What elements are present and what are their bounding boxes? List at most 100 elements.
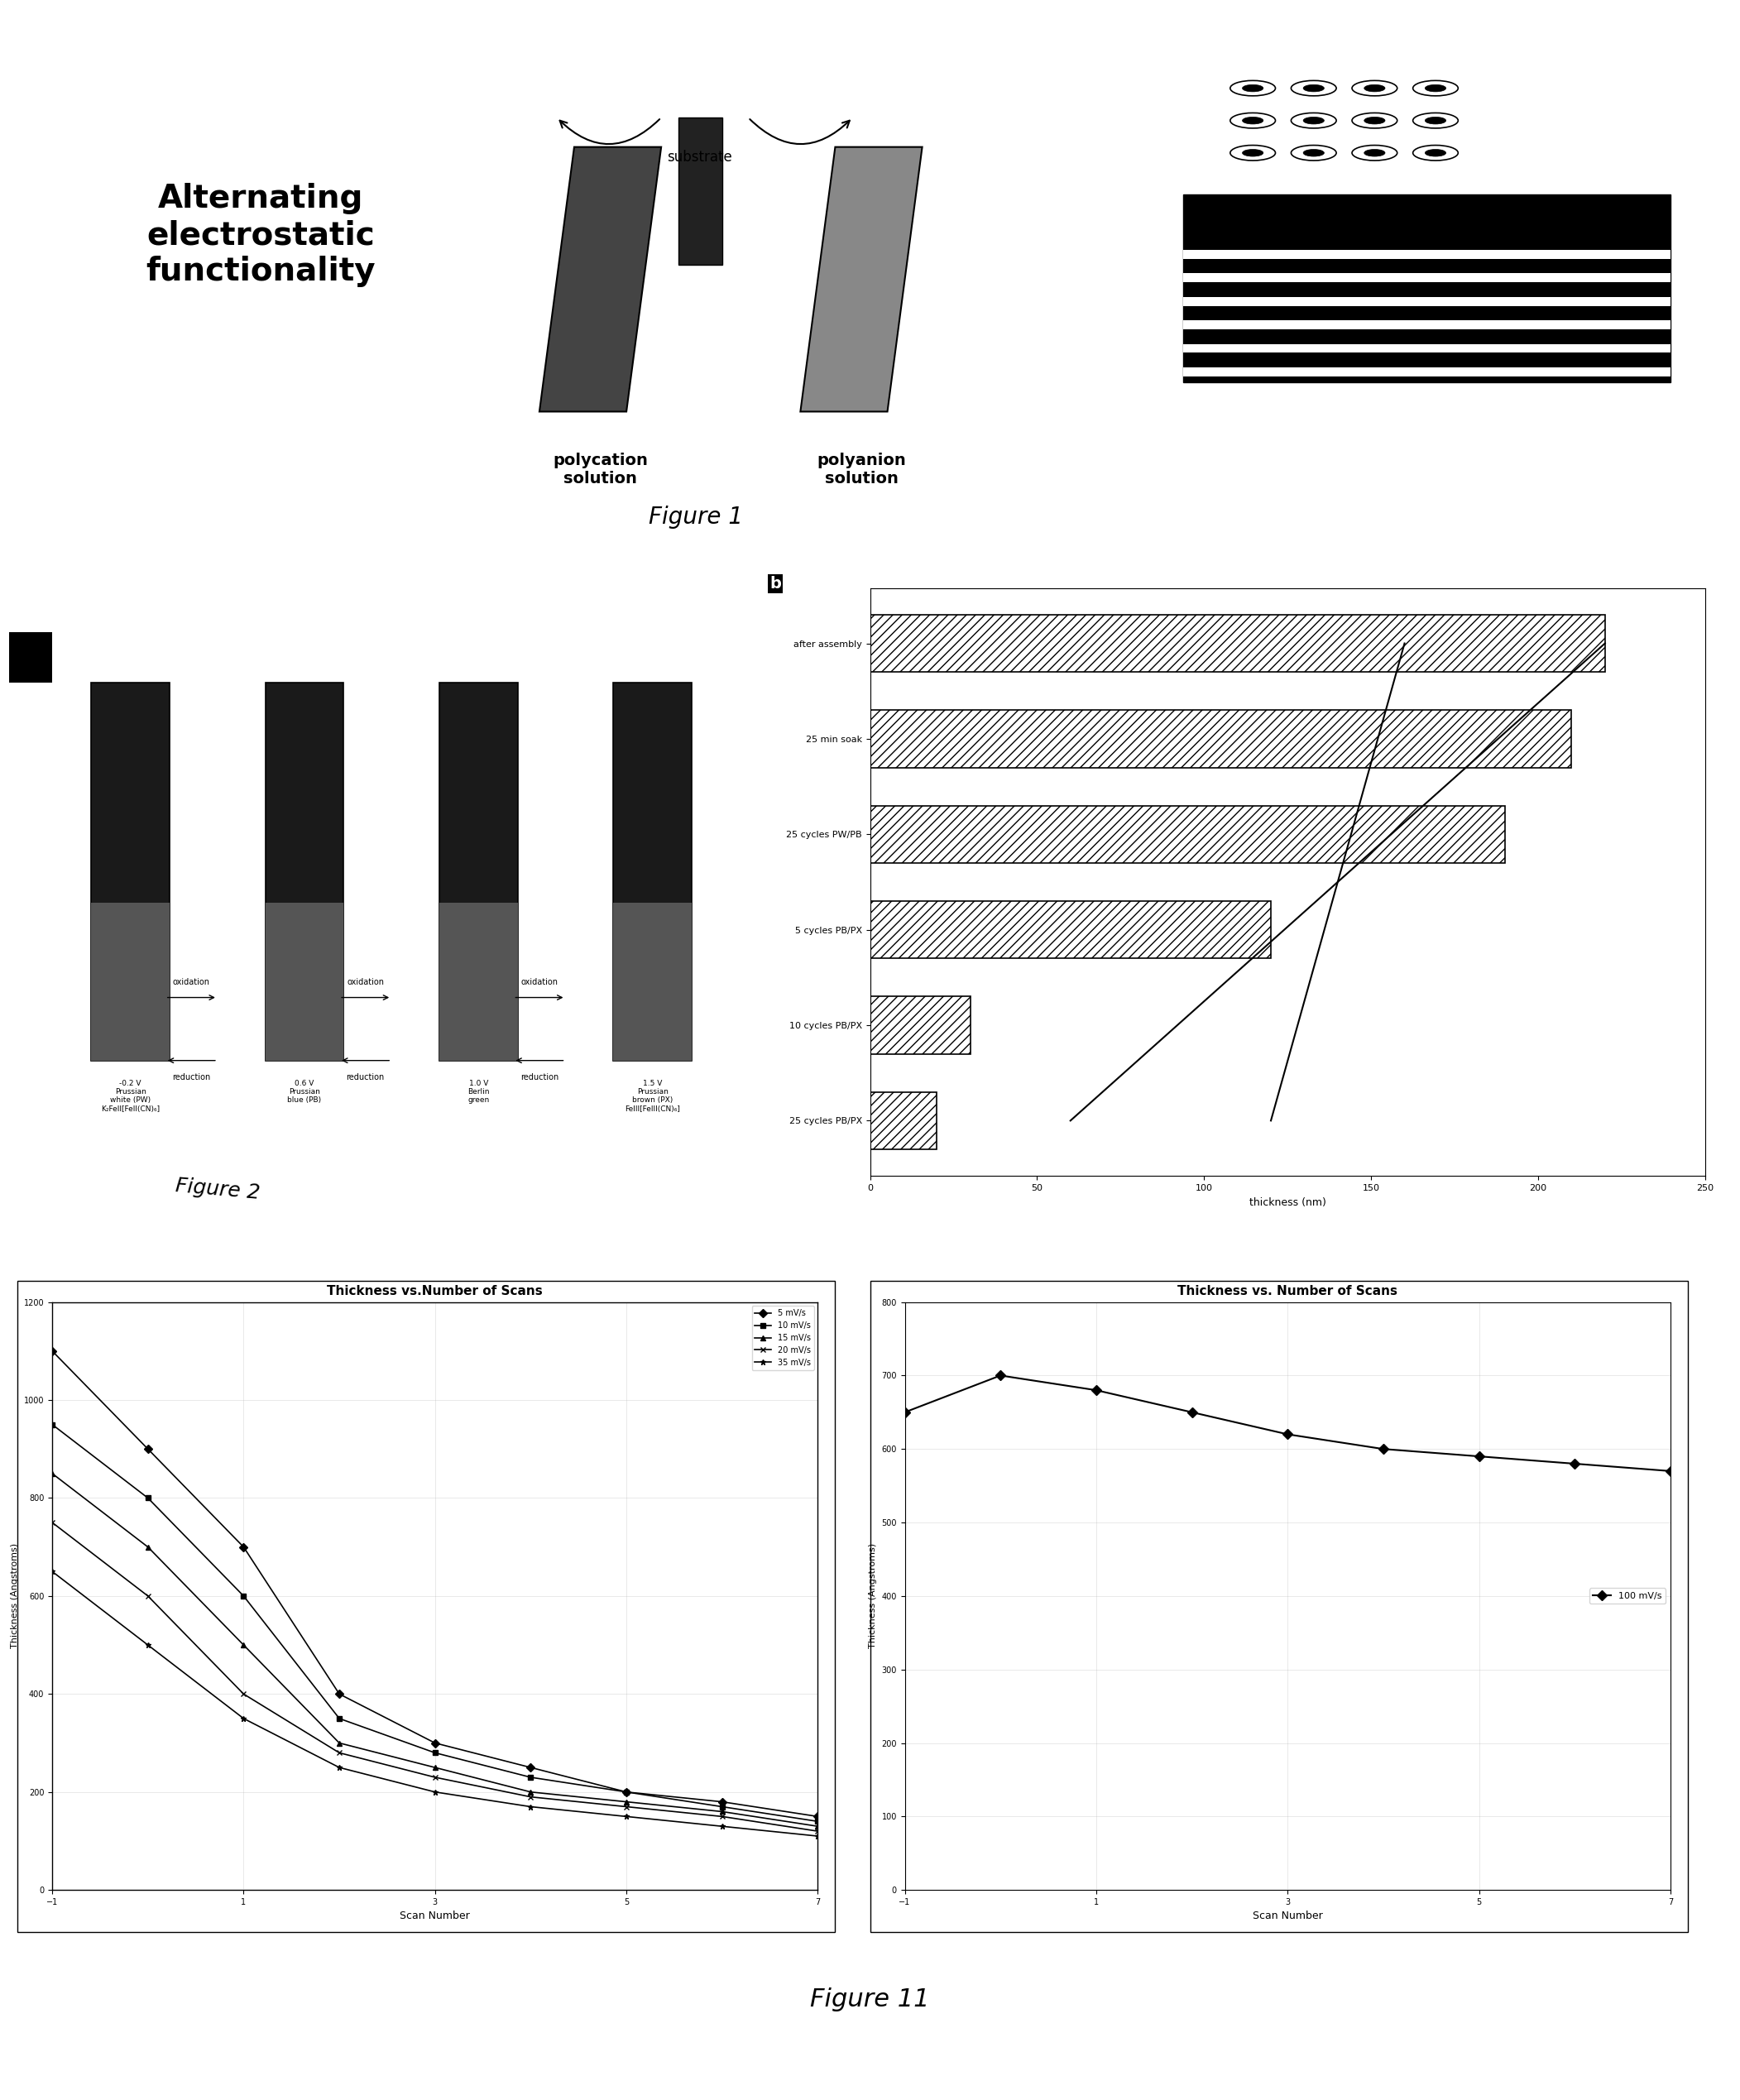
Circle shape — [1242, 149, 1263, 155]
15 mV/s — [807, 1814, 828, 1840]
Bar — [870, 997, 971, 1054]
10 mV/s — [616, 1779, 637, 1804]
Line: 20 mV/s: 20 mV/s — [49, 1520, 821, 1833]
Line: 5 mV/s: 5 mV/s — [49, 1348, 821, 1819]
Line: 10 mV/s: 10 mV/s — [49, 1422, 821, 1825]
Text: substrate: substrate — [666, 149, 733, 164]
Text: reduction: reduction — [520, 1073, 559, 1082]
Line: 35 mV/s: 35 mV/s — [49, 1569, 821, 1840]
X-axis label: Scan Number: Scan Number — [1253, 1911, 1322, 1922]
5 mV/s — [329, 1682, 350, 1707]
FancyArrowPatch shape — [560, 120, 659, 145]
10 mV/s — [42, 1411, 63, 1436]
Bar — [92, 682, 171, 1060]
5 mV/s — [425, 1730, 445, 1756]
Line: 100 mV/s: 100 mV/s — [901, 1371, 1674, 1474]
Bar — [870, 806, 1505, 863]
100 mV/s — [1181, 1399, 1202, 1424]
Bar — [264, 682, 343, 1060]
35 mV/s — [425, 1779, 445, 1804]
Circle shape — [1425, 149, 1446, 155]
Bar — [264, 903, 343, 1060]
Title: Thickness vs.Number of Scans: Thickness vs.Number of Scans — [327, 1285, 543, 1298]
20 mV/s — [233, 1682, 254, 1707]
Text: 1.0 V
Berlin
green: 1.0 V Berlin green — [468, 1079, 489, 1105]
100 mV/s — [894, 1399, 915, 1424]
Bar — [440, 682, 519, 1060]
10 mV/s — [520, 1764, 541, 1789]
Text: 0.6 V
Prussian
blue (PB): 0.6 V Prussian blue (PB) — [287, 1079, 322, 1105]
Circle shape — [1364, 118, 1385, 124]
35 mV/s — [329, 1756, 350, 1781]
20 mV/s — [137, 1583, 158, 1609]
Text: +: + — [1491, 183, 1502, 193]
15 mV/s — [616, 1789, 637, 1814]
Text: oxidation: oxidation — [172, 979, 211, 987]
X-axis label: Scan Number: Scan Number — [400, 1911, 470, 1922]
Text: b: b — [769, 575, 781, 592]
Text: Figure 2: Figure 2 — [174, 1176, 261, 1203]
Y-axis label: Thickness (Angstroms): Thickness (Angstroms) — [10, 1544, 19, 1648]
Polygon shape — [539, 147, 661, 412]
Line: 15 mV/s: 15 mV/s — [49, 1470, 821, 1829]
Text: +: + — [1352, 183, 1362, 193]
Bar — [440, 903, 519, 1060]
Legend: 100 mV/s: 100 mV/s — [1589, 1588, 1665, 1604]
35 mV/s — [233, 1705, 254, 1730]
35 mV/s — [712, 1814, 733, 1840]
Text: reduction: reduction — [346, 1073, 385, 1082]
100 mV/s — [1564, 1451, 1585, 1476]
5 mV/s — [807, 1804, 828, 1829]
Text: Figure 11: Figure 11 — [811, 1987, 929, 2012]
20 mV/s — [807, 1819, 828, 1844]
5 mV/s — [42, 1338, 63, 1363]
15 mV/s — [233, 1632, 254, 1657]
100 mV/s — [1277, 1422, 1298, 1447]
Circle shape — [1425, 84, 1446, 92]
Bar — [870, 1092, 936, 1149]
100 mV/s — [1373, 1436, 1394, 1462]
15 mV/s — [42, 1462, 63, 1487]
15 mV/s — [329, 1730, 350, 1756]
Bar — [92, 903, 171, 1060]
Text: -0.2 V
Prussian
white (PW)
K₂FeII[FeII(CN)₆]: -0.2 V Prussian white (PW) K₂FeII[FeII(C… — [101, 1079, 160, 1113]
Circle shape — [1242, 118, 1263, 124]
Text: polyanion
solution: polyanion solution — [816, 454, 907, 487]
20 mV/s — [712, 1804, 733, 1829]
Bar — [870, 615, 1604, 672]
Bar — [1183, 344, 1670, 353]
Circle shape — [1303, 84, 1324, 92]
35 mV/s — [807, 1823, 828, 1848]
35 mV/s — [616, 1804, 637, 1829]
5 mV/s — [233, 1535, 254, 1560]
Bar — [870, 901, 1270, 958]
20 mV/s — [329, 1741, 350, 1766]
Bar — [9, 632, 52, 682]
100 mV/s — [1086, 1378, 1107, 1403]
20 mV/s — [425, 1764, 445, 1789]
Circle shape — [1242, 84, 1263, 92]
Legend: 5 mV/s, 10 mV/s, 15 mV/s, 20 mV/s, 35 mV/s: 5 mV/s, 10 mV/s, 15 mV/s, 20 mV/s, 35 mV… — [752, 1306, 814, 1369]
Polygon shape — [800, 147, 922, 412]
Bar — [614, 682, 693, 1060]
Text: oxidation: oxidation — [346, 979, 385, 987]
Circle shape — [1303, 149, 1324, 155]
10 mV/s — [712, 1793, 733, 1819]
15 mV/s — [425, 1756, 445, 1781]
20 mV/s — [42, 1510, 63, 1535]
Circle shape — [1364, 84, 1385, 92]
Bar — [614, 903, 693, 1060]
10 mV/s — [425, 1741, 445, 1766]
Text: +: + — [1282, 183, 1293, 193]
10 mV/s — [233, 1583, 254, 1609]
5 mV/s — [616, 1779, 637, 1804]
Bar — [1183, 367, 1670, 376]
Circle shape — [1303, 118, 1324, 124]
15 mV/s — [712, 1800, 733, 1825]
X-axis label: thickness (nm): thickness (nm) — [1249, 1197, 1326, 1207]
Text: polycation
solution: polycation solution — [553, 454, 647, 487]
20 mV/s — [520, 1785, 541, 1810]
100 mV/s — [1469, 1443, 1489, 1468]
Bar — [1183, 273, 1670, 281]
FancyArrowPatch shape — [750, 120, 849, 145]
